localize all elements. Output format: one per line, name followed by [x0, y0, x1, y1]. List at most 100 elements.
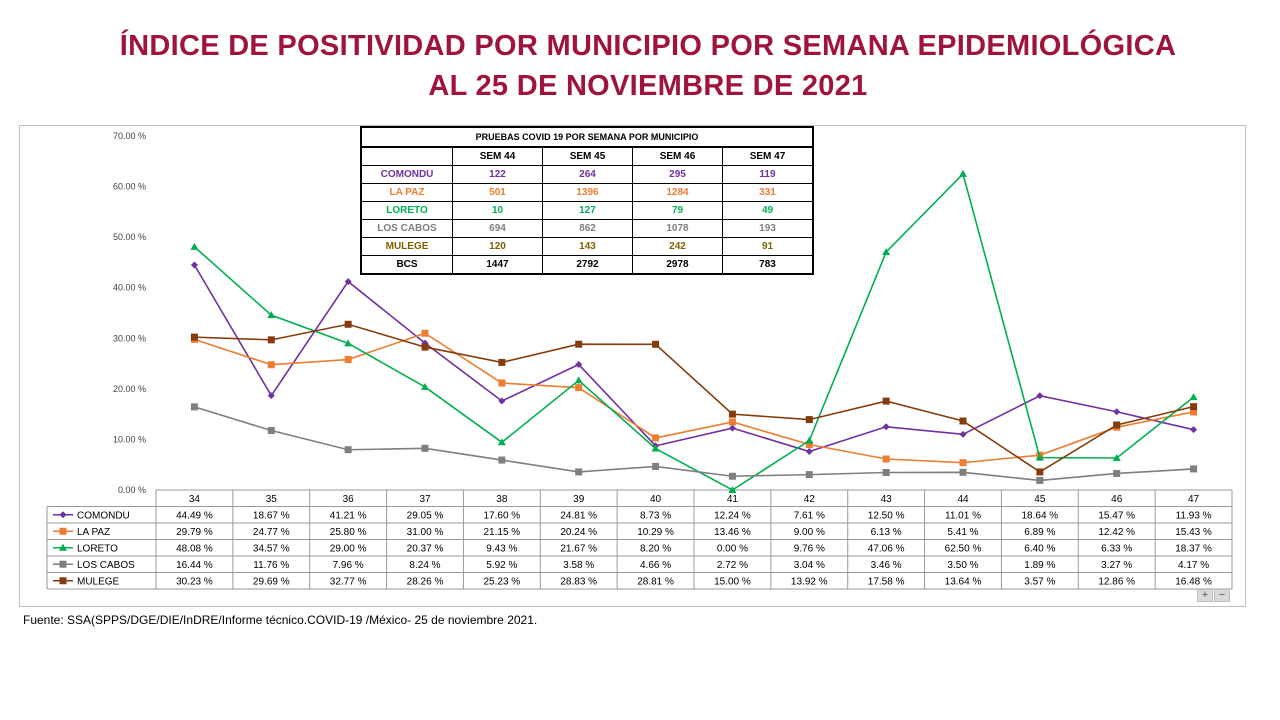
data-table-cell: 44.49 %: [176, 511, 213, 522]
data-point-la-paz: [421, 329, 429, 337]
data-table-cell: 12.86 %: [1098, 577, 1135, 588]
tests-table-value: 49: [722, 201, 814, 220]
data-table-cell: 30.23 %: [176, 577, 213, 588]
data-table-cell: 15.00 %: [714, 577, 751, 588]
data-table-cell: 10.29 %: [637, 527, 674, 538]
data-point-loreto: [1189, 393, 1198, 401]
data-point-comondu: [1113, 408, 1121, 416]
chart-title-line-2: AL 25 DE NOVIEMBRE DE 2021: [428, 70, 868, 102]
data-point-los-cabos: [1190, 465, 1198, 473]
data-table-cell: 28.83 %: [560, 577, 597, 588]
data-point-loreto: [1035, 453, 1044, 461]
data-table-cell: 21.67 %: [560, 544, 597, 555]
data-table-cell: 62.50 %: [945, 544, 982, 555]
legend-label-loreto: LORETO: [77, 544, 118, 555]
data-table-cell: 32.77 %: [330, 577, 367, 588]
data-point-los-cabos: [882, 469, 890, 477]
data-table-cell: 3.27 %: [1101, 560, 1132, 571]
legend-marker-loreto: [59, 543, 67, 551]
data-table-cell: 12.42 %: [1098, 527, 1135, 538]
series-line-mulege: [194, 323, 1194, 473]
tests-table-municipio: COMONDU: [360, 165, 453, 184]
data-point-los-cabos: [267, 427, 275, 435]
tests-table-municipio: LORETO: [360, 201, 453, 220]
data-point-mulege: [1036, 468, 1044, 476]
data-point-mulege: [498, 358, 506, 366]
chart-title-line-1: ÍNDICE DE POSITIVIDAD POR MUNICIPIO POR …: [119, 30, 1177, 62]
data-point-la-paz: [498, 379, 506, 387]
tests-table-value: 242: [632, 237, 723, 256]
tests-table-municipio: BCS: [360, 255, 453, 275]
data-table-cell: 9.76 %: [794, 544, 825, 555]
data-point-mulege: [267, 336, 275, 344]
data-point-loreto: [190, 242, 199, 250]
tests-table-caption: PRUEBAS COVID 19 POR SEMANA POR MUNICIPI…: [360, 126, 814, 148]
zoom-in-button[interactable]: +: [1197, 589, 1213, 602]
data-table-cell: 21.15 %: [484, 527, 521, 538]
data-table-cell: 15.43 %: [1175, 527, 1212, 538]
data-point-los-cabos: [728, 472, 736, 480]
data-point-los-cabos: [421, 444, 429, 452]
legend-label-la-paz: LA PAZ: [77, 527, 110, 538]
data-point-la-paz: [728, 418, 736, 426]
tests-table-municipio: MULEGE: [360, 237, 453, 256]
tests-table-value: 2978: [632, 255, 723, 275]
tests-table-value: 1447: [452, 255, 543, 275]
data-table-cell: 24.77 %: [253, 527, 290, 538]
tests-table-value: 295: [632, 165, 723, 184]
data-table-cell: 12.50 %: [868, 511, 905, 522]
tests-table-header: SEM 46: [632, 146, 723, 166]
tests-table-header: SEM 45: [542, 146, 633, 166]
data-table-cell: 17.60 %: [484, 511, 521, 522]
data-table-cell: 3.04 %: [794, 560, 825, 571]
data-point-loreto: [421, 382, 429, 390]
data-point-loreto: [344, 339, 353, 347]
data-point-la-paz: [267, 361, 275, 369]
series-line-loreto: [193, 172, 1195, 491]
data-point-los-cabos: [1036, 476, 1044, 484]
legend-marker-comondu: [59, 511, 67, 519]
data-point-los-cabos: [1113, 469, 1121, 477]
tests-table-value: 331: [722, 183, 814, 202]
data-point-comondu: [575, 361, 583, 369]
line-chart: 0.00 % 10.00 % 20.00 % 30.00 % 40.00 % 50.00 …: [46, 131, 1233, 590]
tests-table-value: 694: [452, 219, 543, 238]
y-tick-label: 0.00 %: [118, 485, 146, 495]
data-point-loreto: [959, 169, 967, 177]
data-point-loreto: [805, 436, 814, 444]
data-point-la-paz: [882, 455, 890, 463]
legend-label-los-cabos: LOS CABOS: [77, 560, 135, 571]
tests-table-value: 783: [722, 255, 814, 275]
data-point-comondu: [190, 261, 198, 269]
y-tick-label: 50.00 %: [113, 232, 146, 242]
data-table-cell: 18.64 %: [1022, 511, 1059, 522]
x-tick-label: 36: [343, 494, 355, 505]
data-point-mulege: [1113, 421, 1121, 429]
data-table-cell: 48.08 %: [176, 544, 213, 555]
zoom-out-button[interactable]: −: [1214, 589, 1230, 602]
tests-table-value: 119: [722, 165, 814, 184]
tests-table-value: 862: [542, 219, 633, 238]
data-table-cell: 28.81 %: [637, 577, 674, 588]
series-line-los-cabos: [194, 406, 1194, 482]
data-table-cell: 5.92 %: [486, 560, 517, 571]
data-point-mulege: [728, 410, 736, 418]
data-table-cell: 17.58 %: [868, 577, 905, 588]
data-point-comondu: [1190, 426, 1198, 434]
data-point-los-cabos: [190, 403, 198, 411]
data-table-cell: 29.05 %: [407, 511, 444, 522]
data-point-loreto: [882, 248, 891, 256]
data-table-cell: 8.20 %: [640, 544, 671, 555]
data-point-loreto: [497, 438, 506, 446]
data-point-loreto: [728, 486, 737, 493]
tests-table-row: LA PAZ 501 1396 1284 331: [360, 183, 814, 202]
y-tick-label: 60.00 %: [113, 182, 146, 192]
x-tick-label: 46: [1111, 494, 1123, 505]
data-table-cell: 4.66 %: [640, 560, 671, 571]
data-point-loreto: [1112, 453, 1121, 461]
data-table-cell: 34.57 %: [253, 544, 290, 555]
tests-table-row: MULEGE 120 143 242 91: [360, 237, 814, 256]
x-tick-label: 37: [419, 494, 431, 505]
x-tick-label: 35: [266, 494, 278, 505]
data-table-cell: 31.00 %: [407, 527, 444, 538]
